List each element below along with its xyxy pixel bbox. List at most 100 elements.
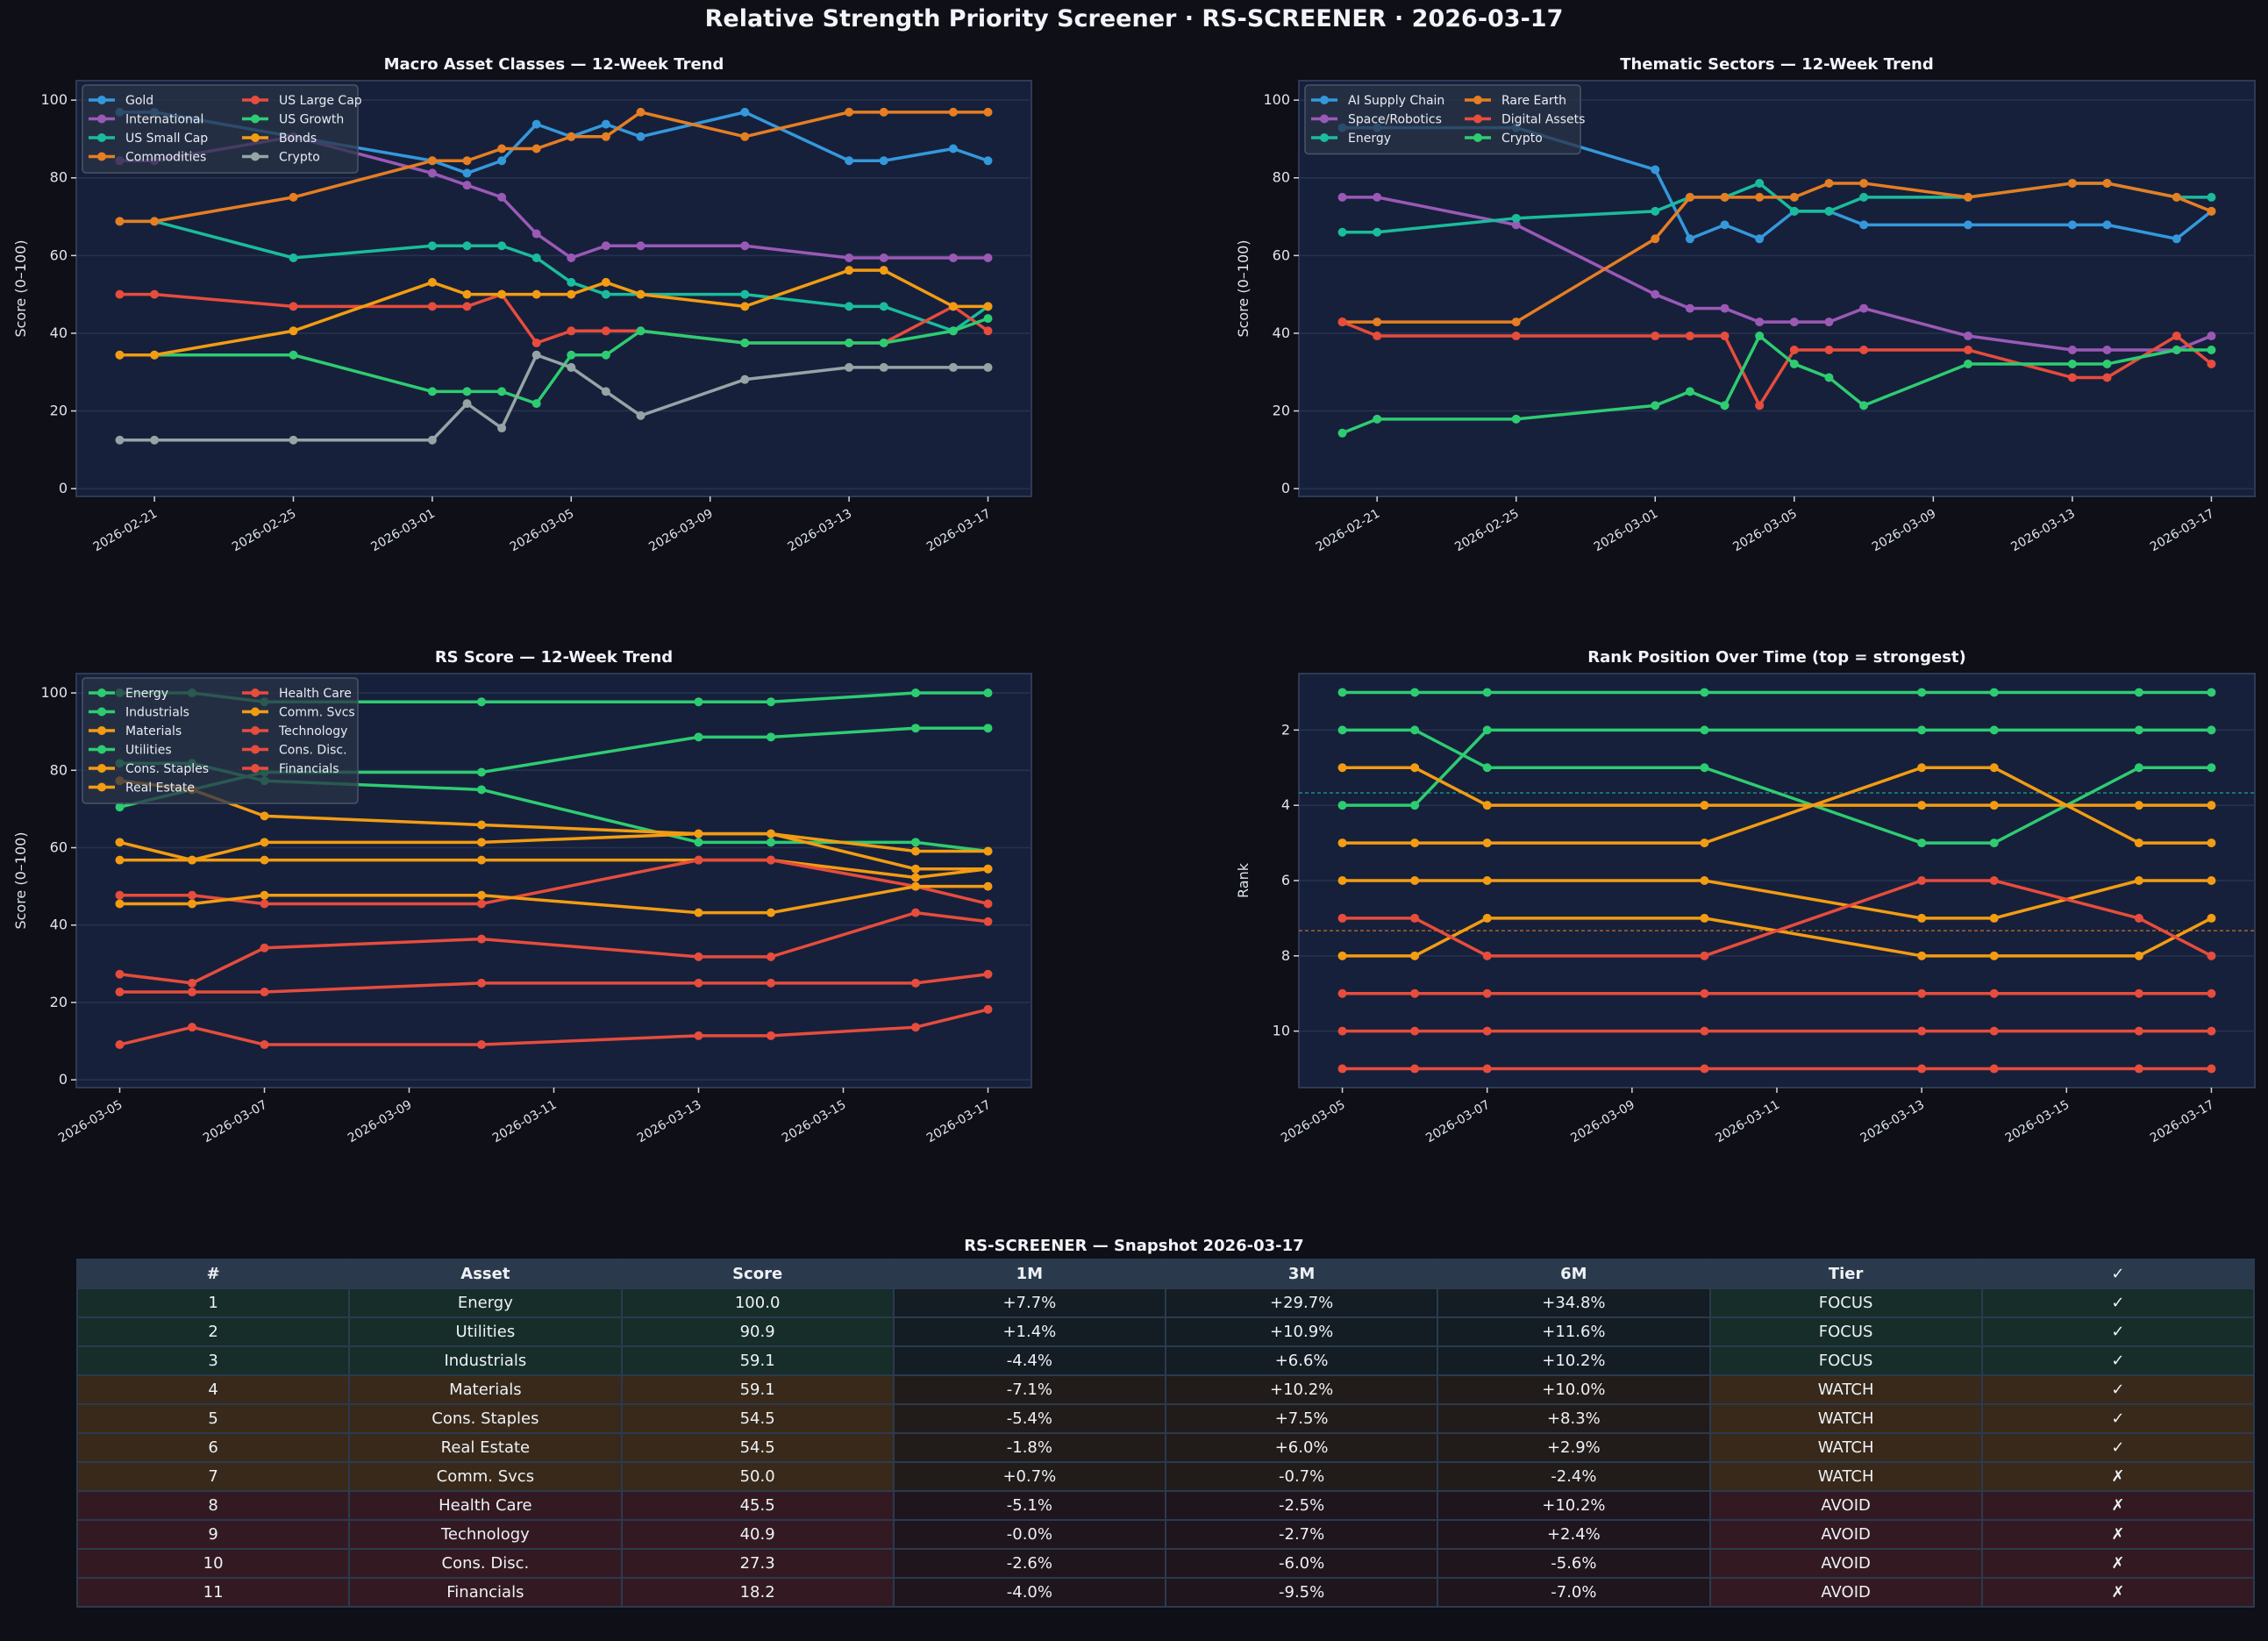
data-point — [1410, 1064, 1420, 1074]
legend-marker — [97, 152, 106, 161]
data-point — [427, 302, 437, 311]
data-point — [1410, 688, 1420, 697]
x-tick-label: 2026-03-07 — [201, 1098, 269, 1146]
data-point — [2207, 763, 2216, 773]
data-point — [948, 362, 958, 372]
series-line — [1342, 879, 2212, 920]
data-point — [1989, 951, 1999, 960]
return-1m-cell: -5.4% — [892, 1403, 1167, 1434]
data-point — [911, 838, 920, 847]
series-digital-assets — [1337, 317, 2216, 410]
data-point — [1482, 876, 1492, 885]
data-point — [1685, 303, 1694, 313]
pass-mark: ✓ — [1980, 1432, 2256, 1463]
x-tick-label: 2026-03-17 — [2148, 507, 2216, 555]
data-point — [567, 253, 576, 263]
data-point — [1700, 951, 1709, 960]
asset-cell: Health Care — [348, 1490, 623, 1521]
table-row: 6 Real Estate 54.5 -1.8% +6.0% +2.9% WATCH ✓ — [75, 1432, 2256, 1463]
data-point — [845, 362, 854, 372]
pass-mark: ✓ — [1980, 1316, 2256, 1347]
table-row: 1 Energy 100.0 +7.7% +29.7% +34.8% FOCUS ✓ — [75, 1288, 2256, 1318]
data-point — [1989, 688, 1999, 697]
data-point — [462, 181, 472, 190]
data-point — [260, 890, 269, 900]
y-tick-label: 20 — [50, 403, 68, 419]
data-point — [427, 241, 437, 251]
legend-label: US Large Cap — [279, 94, 362, 108]
y-tick-label: 10 — [1273, 1023, 1290, 1039]
return-6m-cell: -7.0% — [1437, 1577, 1711, 1608]
snapshot-table: # Asset Score 1M 3M 6M Tier ✓ 1 Energy 100.0 +7.7%… — [75, 1259, 2256, 1608]
data-point — [948, 302, 958, 311]
data-point — [497, 144, 507, 153]
series-technology — [115, 908, 993, 988]
data-point — [477, 767, 486, 777]
column-header: Tier — [1708, 1259, 1983, 1289]
data-point — [2134, 988, 2143, 998]
data-point — [1917, 725, 1927, 735]
data-point — [188, 988, 196, 997]
return-1m-cell: -1.8% — [892, 1432, 1167, 1463]
data-point — [1917, 838, 1927, 848]
data-point — [567, 350, 576, 360]
series-real-estate — [1337, 876, 2216, 923]
x-tick-label: 2026-02-21 — [91, 507, 160, 555]
column-header: Score — [620, 1259, 895, 1289]
legend-item: AI Supply Chain — [1311, 94, 1444, 108]
data-point — [601, 350, 610, 360]
legend-label: Real Estate — [125, 781, 195, 796]
legend-label: AI Supply Chain — [1348, 94, 1444, 108]
legend-marker — [1320, 114, 1329, 124]
data-point — [1989, 801, 1999, 810]
legend-label: Cons. Disc. — [279, 744, 347, 758]
score-cell: 54.5 — [620, 1432, 895, 1463]
data-point — [1511, 414, 1521, 424]
rank-cell: 5 — [75, 1403, 351, 1434]
tier-badge: AVOID — [1708, 1519, 1983, 1550]
data-point — [1482, 688, 1492, 697]
data-point — [2207, 876, 2216, 885]
legend-marker — [251, 764, 260, 773]
data-point — [948, 144, 958, 153]
data-point — [1410, 913, 1420, 923]
pass-mark: ✓ — [1980, 1345, 2256, 1376]
data-point — [1755, 192, 1765, 202]
return-3m-cell: +29.7% — [1164, 1288, 1439, 1318]
legend-marker — [251, 745, 260, 754]
data-point — [1917, 801, 1927, 810]
data-point — [260, 988, 269, 997]
return-1m-cell: -0.0% — [892, 1519, 1167, 1550]
data-point — [1989, 876, 1999, 885]
data-point — [1651, 289, 1660, 299]
data-point — [740, 107, 750, 117]
y-tick-label: 40 — [50, 917, 68, 933]
legend-box — [1304, 84, 1581, 155]
data-point — [1337, 227, 1347, 237]
data-point — [1511, 317, 1521, 327]
series-materials — [1337, 763, 2216, 848]
legend-item: Cons. Staples — [89, 762, 209, 776]
legend-label: Space/Robotics — [1348, 113, 1442, 127]
data-point — [1917, 763, 1927, 773]
data-point — [462, 289, 472, 299]
table-header-row: # Asset Score 1M 3M 6M Tier ✓ — [75, 1259, 2256, 1289]
rank-cell: 1 — [75, 1288, 351, 1318]
chart-title: Rank Position Over Time (top = strongest… — [1587, 648, 1966, 667]
data-point — [1651, 165, 1660, 175]
data-point — [2207, 988, 2216, 998]
data-point — [260, 899, 269, 909]
data-point — [879, 156, 888, 166]
return-3m-cell: +10.2% — [1164, 1374, 1439, 1405]
data-point — [531, 350, 541, 360]
data-point — [767, 908, 775, 917]
return-6m-cell: +34.8% — [1437, 1288, 1711, 1318]
legend-label: Gold — [125, 94, 153, 108]
x-tick-label: 2026-03-01 — [368, 507, 437, 555]
data-point — [636, 132, 645, 141]
data-point — [767, 855, 775, 865]
legend-marker — [97, 726, 106, 735]
legend-label: Rare Earth — [1501, 94, 1566, 108]
score-cell: 50.0 — [620, 1461, 895, 1492]
tier-badge: FOCUS — [1708, 1288, 1983, 1318]
